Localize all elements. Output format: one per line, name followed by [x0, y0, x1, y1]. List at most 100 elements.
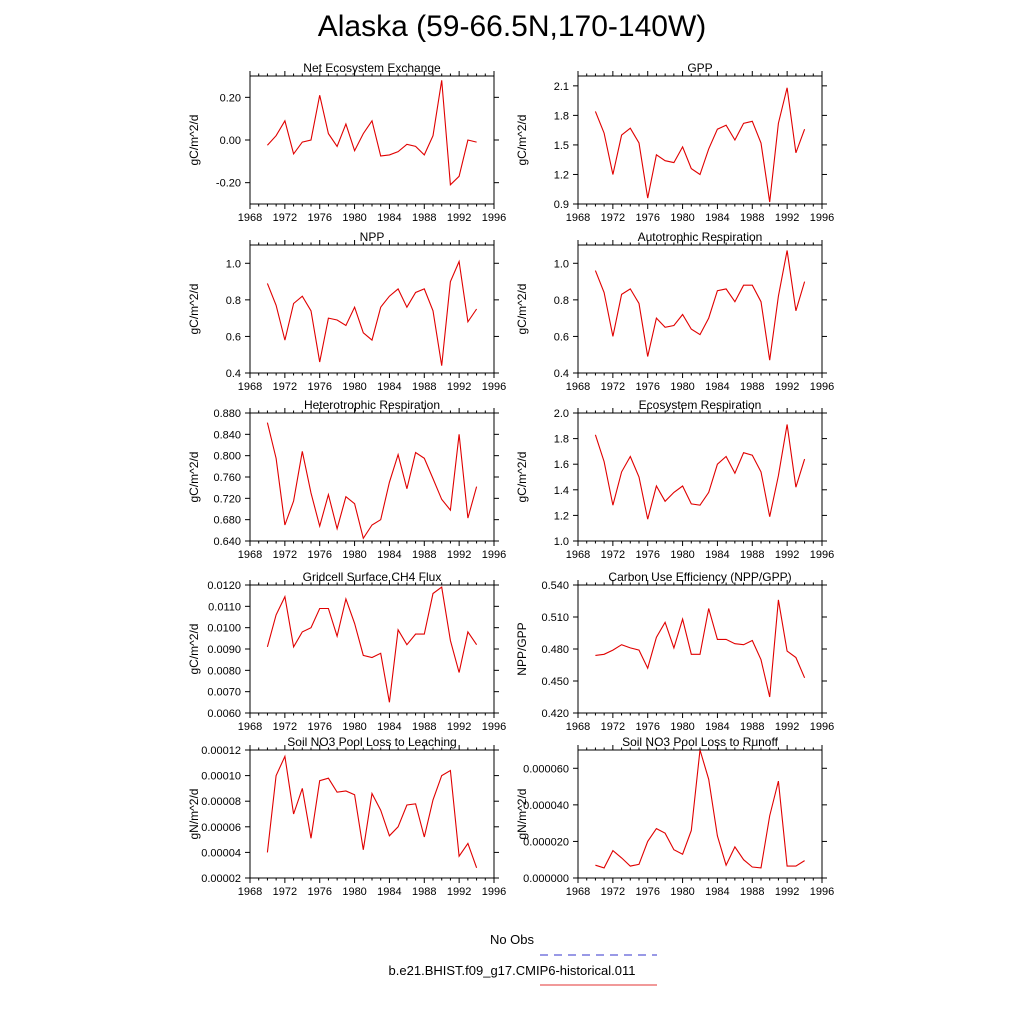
y-tick-label: 0.9: [554, 199, 569, 211]
x-tick-label: 1976: [307, 549, 331, 561]
chart-panel-4: Autotrophic Respiration 1968 1972 1976 1980 1…: [515, 230, 834, 393]
y-axis-label: gC/m^2/d: [187, 452, 201, 503]
y-tick-label: 1.2: [554, 510, 569, 522]
y-tick-label: 0.450: [541, 676, 569, 688]
y-tick-label: 0.8: [226, 295, 241, 307]
x-tick-label: 1976: [307, 886, 331, 898]
series-line: [266, 80, 477, 187]
y-tick-label: 0.000060: [523, 763, 569, 775]
series-line: [266, 259, 478, 366]
plot-frame: [577, 244, 823, 374]
y-axis-label: NPP/GPP: [515, 622, 529, 675]
y-tick-label: 0.510: [541, 612, 569, 624]
y-tick-label: 0.6: [226, 331, 241, 343]
chart-title: Carbon Use Efficiency (NPP/GPP): [608, 570, 791, 584]
x-tick-label: 1980: [670, 886, 694, 898]
x-tick-label: 1976: [307, 212, 331, 224]
y-tick-label: 1.4: [554, 485, 569, 497]
x-tick-label: 1984: [377, 721, 401, 733]
x-tick-label: 1972: [273, 549, 297, 561]
x-tick-label: 1992: [775, 721, 799, 733]
x-tick-label: 1980: [342, 721, 366, 733]
x-tick-label: 1988: [412, 212, 436, 224]
y-tick-label: 0.00008: [201, 796, 241, 808]
series-line: [595, 599, 806, 698]
x-tick-label: 1980: [342, 549, 366, 561]
x-tick-label: 1992: [447, 721, 471, 733]
y-tick-label: 0.0100: [207, 623, 241, 635]
y-tick-label: 0.00010: [201, 771, 241, 783]
x-tick-label: 1988: [740, 721, 764, 733]
y-axis-label: gC/m^2/d: [187, 624, 201, 675]
x-tick-label: 1988: [412, 381, 436, 393]
y-axis-label: gC/m^2/d: [187, 284, 201, 335]
x-tick-label: 1976: [635, 886, 659, 898]
x-tick-label: 1972: [273, 721, 297, 733]
y-tick-label: 1.5: [554, 140, 569, 152]
x-tick-label: 1984: [705, 381, 729, 393]
chart-title: Soil NO3 Pool Loss to Leaching: [287, 735, 456, 749]
x-tick-label: 1972: [273, 212, 297, 224]
y-tick-label: 0.000000: [523, 873, 569, 885]
legend-item-model-label: b.e21.BHIST.f09_g17.CMIP6-historical.011: [388, 963, 636, 978]
x-tick-label: 1996: [810, 886, 834, 898]
chart-panel-2: GPP 1968 1972 1976 1980 1984 1988 1992 1996 0.9 1.…: [515, 61, 834, 224]
x-tick-label: 1996: [810, 212, 834, 224]
x-tick-label: 1968: [566, 212, 590, 224]
x-tick-label: 1996: [482, 381, 506, 393]
x-tick-label: 1976: [635, 212, 659, 224]
y-tick-label: 0.0060: [207, 708, 241, 720]
y-tick-label: 1.8: [554, 110, 569, 122]
x-tick-label: 1984: [377, 381, 401, 393]
y-axis-label: gC/m^2/d: [515, 452, 529, 503]
y-tick-label: 0.420: [541, 708, 569, 720]
y-axis-label: gC/m^2/d: [515, 115, 529, 166]
y-tick-label: -0.20: [216, 178, 241, 190]
series-line: [266, 422, 478, 540]
page-title: Alaska (59-66.5N,170-140W): [317, 10, 707, 43]
chart-panel-6: Ecosystem Respiration 1968 1972 1976 1980 198…: [515, 398, 834, 561]
chart-title: Gridcell Surface CH4 Flux: [303, 570, 442, 584]
series-line: [266, 586, 478, 703]
series-line: [594, 87, 806, 203]
x-tick-label: 1996: [482, 212, 506, 224]
y-tick-label: 0.0080: [207, 665, 241, 677]
y-tick-label: 0.680: [213, 515, 241, 527]
chart-title: GPP: [687, 61, 712, 75]
x-tick-label: 1984: [705, 212, 729, 224]
series-line: [266, 754, 478, 868]
y-tick-label: 1.0: [554, 536, 569, 548]
x-tick-label: 1984: [377, 886, 401, 898]
y-axis-label: gN/m^2/d: [187, 789, 201, 840]
x-tick-label: 1972: [601, 381, 625, 393]
x-tick-label: 1968: [238, 381, 262, 393]
x-tick-label: 1992: [775, 212, 799, 224]
y-tick-label: 0.6: [554, 331, 569, 343]
x-tick-label: 1984: [705, 721, 729, 733]
y-tick-label: 0.000020: [523, 836, 569, 848]
y-tick-label: 0.640: [213, 536, 241, 548]
y-tick-label: 0.880: [213, 408, 241, 420]
chart-title: Soil NO3 Pool Loss to Runoff: [622, 735, 779, 749]
y-tick-label: 1.0: [554, 258, 569, 270]
x-tick-label: 1992: [447, 886, 471, 898]
x-tick-label: 1988: [412, 721, 436, 733]
x-tick-label: 1972: [273, 886, 297, 898]
x-tick-label: 1996: [810, 721, 834, 733]
x-tick-label: 1984: [377, 549, 401, 561]
x-tick-label: 1976: [635, 381, 659, 393]
x-tick-label: 1996: [482, 721, 506, 733]
y-tick-label: 0.4: [226, 368, 241, 380]
chart-title: Net Ecosystem Exchange: [303, 61, 441, 75]
y-axis-label: gC/m^2/d: [187, 115, 201, 166]
x-tick-label: 1984: [705, 549, 729, 561]
x-tick-label: 1988: [412, 886, 436, 898]
x-tick-label: 1972: [601, 212, 625, 224]
x-tick-label: 1996: [810, 381, 834, 393]
x-tick-label: 1988: [412, 549, 436, 561]
y-tick-label: 0.00002: [201, 873, 241, 885]
y-tick-label: 2.1: [554, 81, 569, 93]
y-tick-label: 1.0: [226, 258, 241, 270]
chart-title: Ecosystem Respiration: [639, 398, 762, 412]
